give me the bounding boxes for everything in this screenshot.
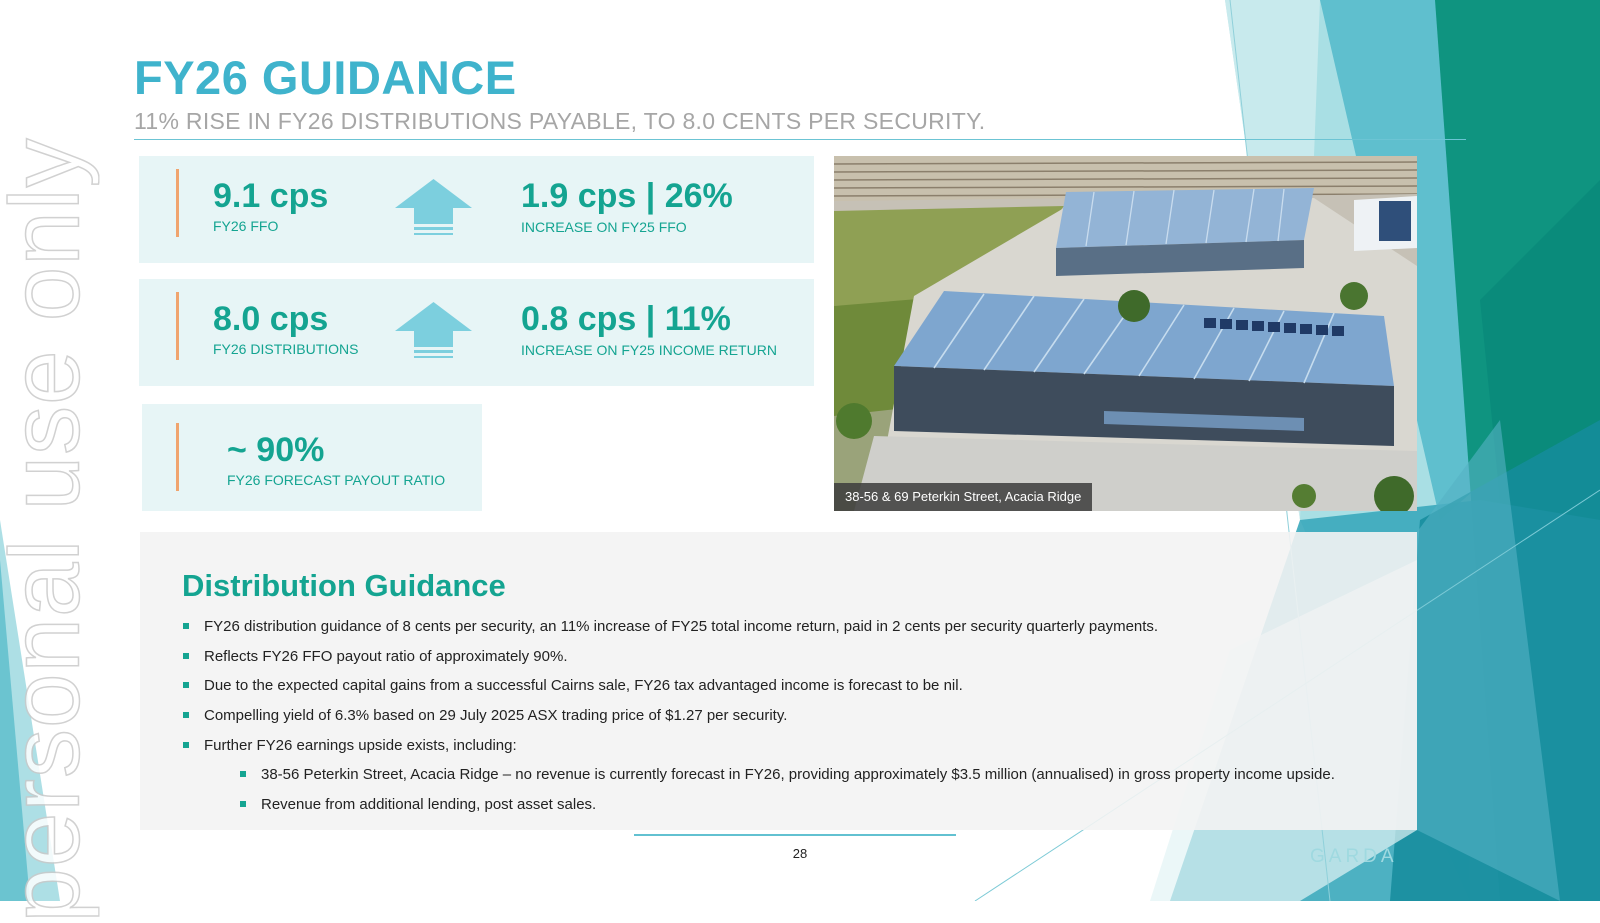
- bullet-text: Reflects FY26 FFO payout ratio of approx…: [204, 647, 568, 665]
- square-bullet-icon: [183, 623, 189, 629]
- stat-value: 9.1 cps: [213, 177, 329, 215]
- guidance-list: FY26 distribution guidance of 8 cents pe…: [182, 618, 1335, 826]
- page-title: FY26 GUIDANCE: [134, 51, 517, 104]
- bullet-text: FY26 distribution guidance of 8 cents pe…: [204, 618, 1159, 635]
- change-value: 0.8 cps | 11%: [521, 300, 731, 338]
- square-bullet-icon: [183, 741, 189, 748]
- sub-list-item: 38-56 Peterkin Street, Acacia Ridge – no…: [182, 766, 1335, 796]
- list-item: Due to the expected capital gains from a…: [182, 677, 1335, 707]
- stat-label: FY26 DISTRIBUTIONS: [213, 341, 359, 357]
- bullet-text: 38-56 Peterkin Street, Acacia Ridge – no…: [261, 766, 1335, 784]
- stat-card-distributions: 8.0 cps FY26 DISTRIBUTIONS 0.8 cps | 11%…: [139, 279, 814, 386]
- square-bullet-icon: [183, 682, 189, 689]
- square-bullet-icon: [183, 652, 189, 659]
- stat-accent-bar: [176, 169, 179, 237]
- stat-value: 8.0 cps: [213, 300, 329, 338]
- stat-value: ~ 90%: [227, 431, 325, 469]
- watermark-text: personal use only: [0, 137, 100, 923]
- warehouse-illustration: [834, 156, 1417, 511]
- aerial-warehouse-photo: 38-56 & 69 Peterkin Street, Acacia Ridge: [834, 156, 1417, 511]
- brand-logo: GARDA: [1310, 846, 1398, 867]
- up-arrow-icon: [395, 179, 472, 235]
- page-subtitle: 11% RISE IN FY26 DISTRIBUTIONS PAYABLE, …: [134, 108, 986, 134]
- distribution-guidance-panel: Distribution Guidance FY26 distribution …: [140, 532, 1417, 830]
- list-item: Further FY26 earnings upside exists, inc…: [182, 737, 1335, 767]
- stat-card-payout-ratio: ~ 90% FY26 FORECAST PAYOUT RATIO: [142, 404, 482, 511]
- square-bullet-icon: [240, 801, 246, 808]
- list-item: FY26 distribution guidance of 8 cents pe…: [182, 618, 1335, 648]
- stat-label: FY26 FFO: [213, 218, 279, 234]
- bullet-text: Compelling yield of 6.3% based on 29 Jul…: [204, 707, 788, 725]
- stat-accent-bar: [176, 423, 179, 491]
- change-value: 1.9 cps | 26%: [521, 177, 733, 215]
- stat-card-ffo: 9.1 cps FY26 FFO 1.9 cps | 26% INCREASE …: [139, 156, 814, 263]
- section-title: Distribution Guidance: [182, 568, 506, 603]
- photo-caption: 38-56 & 69 Peterkin Street, Acacia Ridge: [834, 483, 1093, 511]
- change-label: INCREASE ON FY25 FFO: [521, 219, 687, 235]
- list-item: Compelling yield of 6.3% based on 29 Jul…: [182, 707, 1335, 737]
- change-label: INCREASE ON FY25 INCOME RETURN: [521, 342, 777, 358]
- square-bullet-icon: [183, 712, 189, 719]
- up-arrow-icon: [395, 302, 472, 358]
- stat-label: FY26 FORECAST PAYOUT RATIO: [227, 472, 446, 488]
- footer-divider: [634, 834, 956, 836]
- bullet-text: Revenue from additional lending, post as…: [261, 796, 597, 814]
- bullet-text: Further FY26 earnings upside exists, inc…: [204, 736, 517, 754]
- stat-accent-bar: [176, 292, 179, 360]
- list-item: Reflects FY26 FFO payout ratio of approx…: [182, 648, 1335, 678]
- square-bullet-icon: [240, 771, 246, 778]
- page-number: 28: [792, 846, 808, 861]
- title-divider: [134, 139, 1466, 140]
- bullet-text: Due to the expected capital gains from a…: [204, 677, 963, 695]
- sub-list-item: Revenue from additional lending, post as…: [182, 796, 1335, 826]
